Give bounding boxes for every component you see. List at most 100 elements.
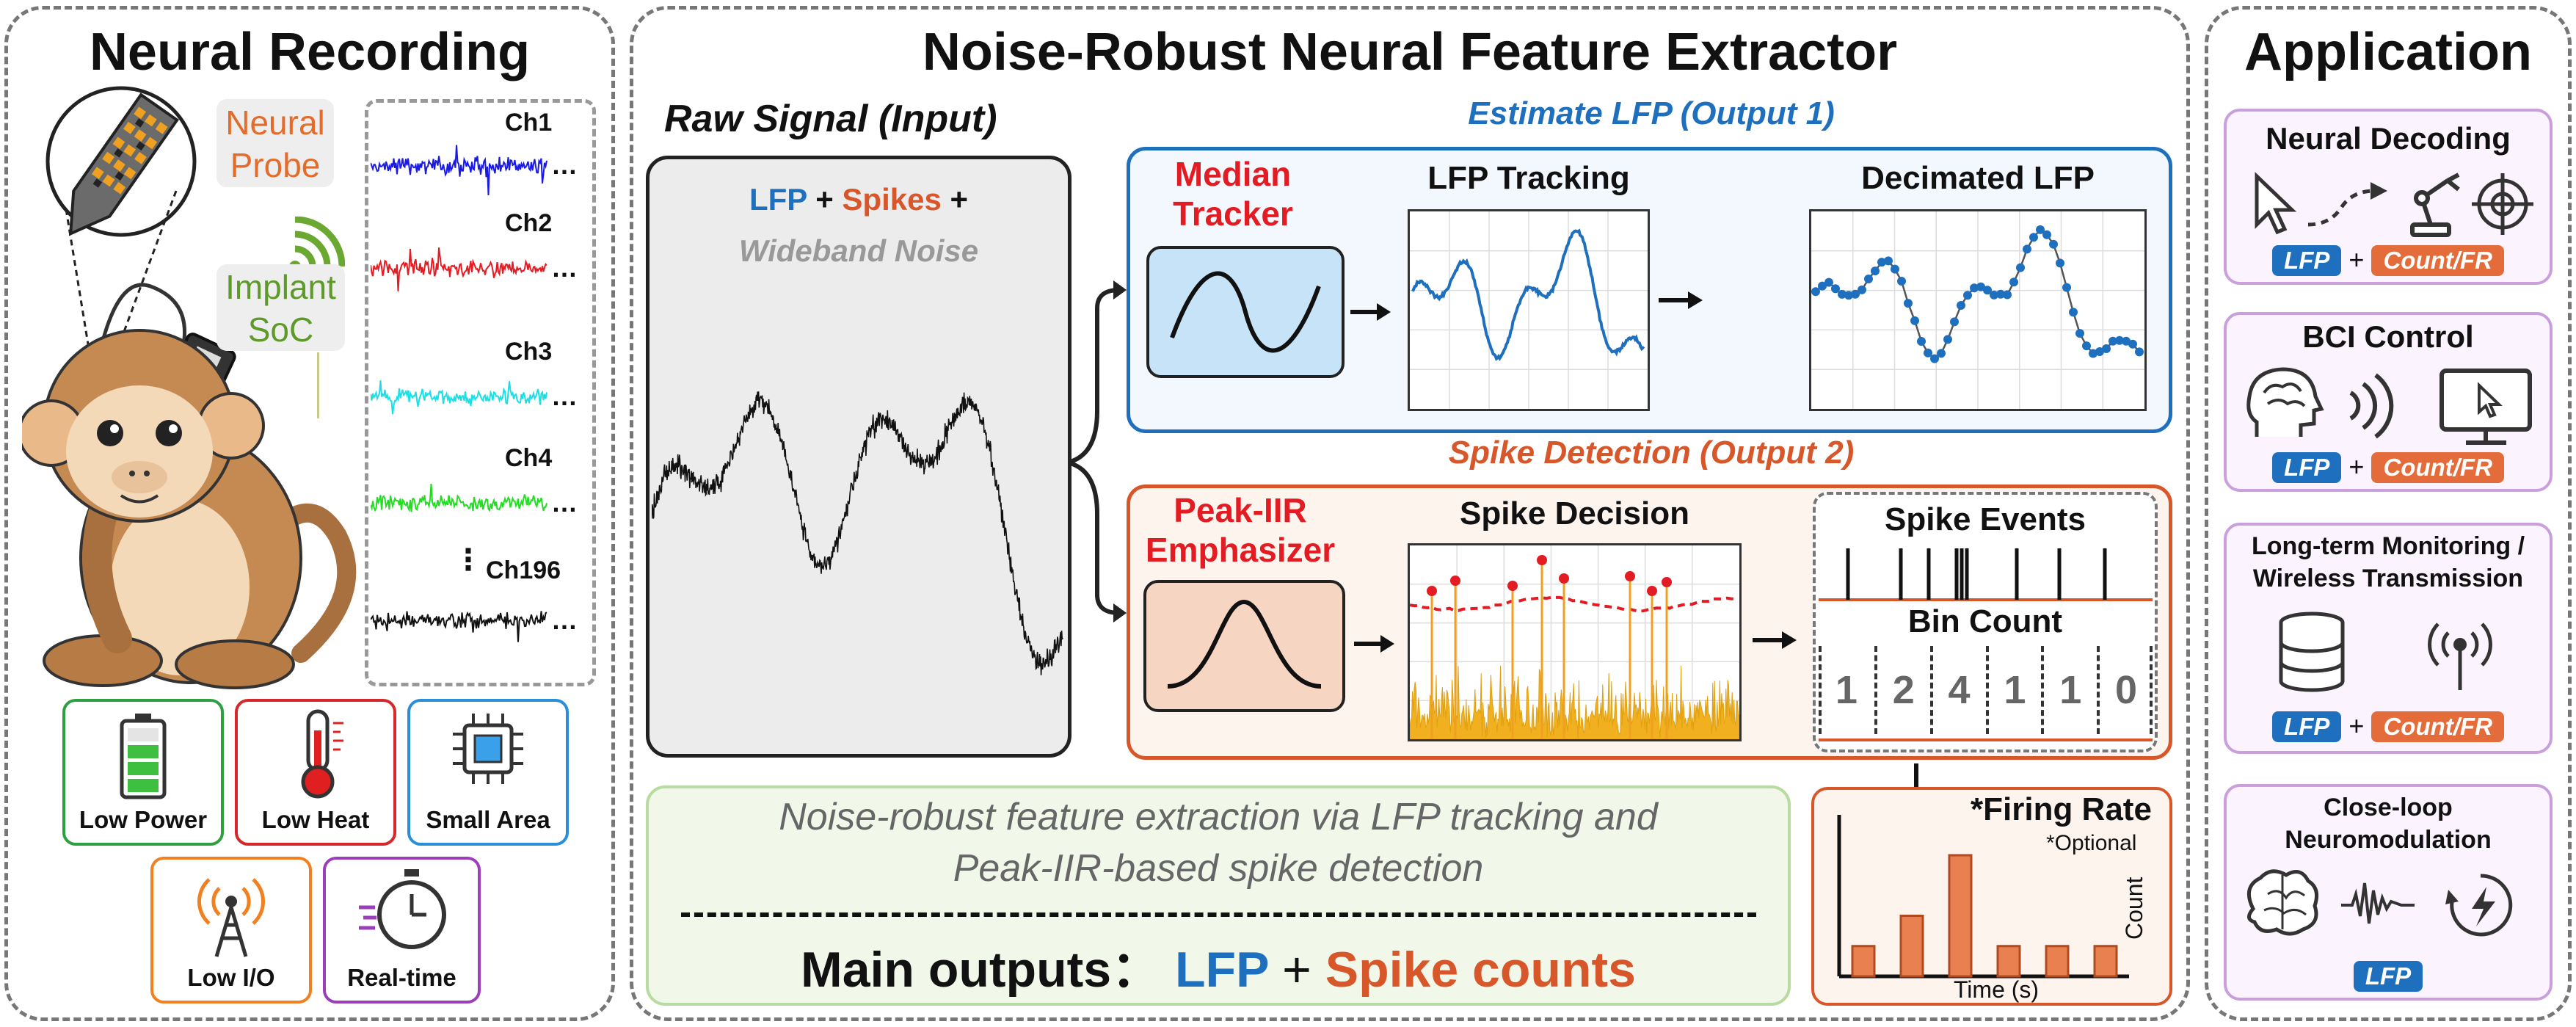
- neural-probe-label: Neural Probe: [225, 104, 325, 184]
- lfp-tag: LFP: [2353, 961, 2423, 992]
- channel-traces: ……………: [371, 145, 578, 642]
- channel-trace: [371, 247, 547, 291]
- low-power-card: [62, 699, 224, 846]
- decimated-point: [1838, 289, 1847, 299]
- raw-signal-trace: [652, 391, 1063, 675]
- low-heat-card: [235, 699, 396, 846]
- spike-output-title: Spike Detection (Output 2): [1448, 435, 1855, 471]
- stopwatch-icon: [359, 869, 446, 949]
- spike-marker: [1662, 577, 1672, 587]
- main-plus: +: [1282, 942, 1311, 998]
- spike-decision-trace: [1410, 545, 1739, 739]
- sine-wave-icon: [1170, 271, 1321, 353]
- spike-energy-fill: [1410, 665, 1739, 739]
- decimated-point: [1990, 290, 1998, 300]
- decimated-point: [2095, 347, 2104, 356]
- low-io-label: Low I/O: [187, 964, 275, 991]
- spike-marker: [1450, 576, 1460, 586]
- raw-signal-title: Raw Signal (Input): [664, 98, 997, 140]
- neural-recording-title: Neural Recording: [89, 23, 531, 81]
- decimated-lfp-title-visible: Decimated LFP: [1861, 160, 2095, 196]
- implant-soc-pointer: [317, 352, 319, 418]
- decimated-point: [1871, 266, 1880, 276]
- monkey-illustration: [22, 86, 357, 689]
- decimated-point: [2009, 277, 2018, 287]
- bin-count-cell: 4: [1929, 646, 1986, 734]
- decimated-point: [1858, 285, 1866, 294]
- raw-noise-text: Wideband Noise: [738, 233, 979, 268]
- main-outputs-line: Main outputs： LFP + Spike counts: [646, 929, 1791, 1001]
- spike-events-raster: [1819, 548, 2153, 601]
- decimated-point: [1891, 264, 1899, 274]
- decimated-point: [1970, 283, 1979, 293]
- lfp-tag: LFP: [2272, 245, 2342, 276]
- decimated-point: [1910, 316, 1919, 325]
- fr-bar: [2045, 945, 2070, 978]
- decimated-point: [2115, 335, 2124, 345]
- cursor-robot-target-icons: [2255, 172, 2533, 237]
- decimated-point: [1996, 289, 2005, 299]
- lfp-tracking-title: LFP Tracking: [1427, 160, 1630, 196]
- app-card-2-tags: LFP + Count/FR: [2224, 451, 2553, 483]
- decimated-point: [1877, 258, 1886, 267]
- fr-bar: [1996, 945, 2021, 978]
- decimated-point: [1897, 277, 1906, 286]
- arrow-decision-to-events: [1753, 631, 1797, 649]
- bin-count-title: Bin Count: [1907, 603, 2063, 639]
- branch-arrows: [1068, 280, 1127, 623]
- decimated-point: [1937, 349, 1946, 358]
- spike-marker: [1647, 586, 1657, 596]
- bin-count-cell: 2: [1874, 646, 1930, 734]
- channel-label-2: Ch2: [505, 209, 553, 237]
- arrow-tracker-to-tracking: [1350, 303, 1391, 321]
- app-card-2-title: BCI Control: [2302, 319, 2474, 354]
- spike-marker: [1625, 571, 1635, 581]
- spike-marker: [1427, 586, 1437, 596]
- raw-signal-components: LFP + Spikes +: [646, 182, 1071, 217]
- decimated-point: [1983, 286, 1992, 295]
- decimated-point: [1884, 256, 1893, 266]
- low-io-card: [150, 857, 312, 1004]
- decimated-point: [2109, 336, 2117, 346]
- small-area-label: Small Area: [426, 806, 550, 833]
- count-fr-tag: Count/FR: [2371, 711, 2504, 742]
- main-spikes-text: Spike counts: [1325, 942, 1636, 998]
- spike-events-box: [1813, 492, 2158, 752]
- lfp-tracking-path: [1411, 228, 1645, 362]
- decimated-point: [1824, 277, 1833, 287]
- antenna-icon: [197, 878, 265, 957]
- decimated-point: [1851, 289, 1860, 299]
- chip-icon: [453, 714, 523, 784]
- decimated-point: [1930, 354, 1939, 363]
- median-tracker-label: Median Tracker: [1173, 155, 1293, 233]
- thermometer-icon: [301, 709, 343, 799]
- app-card-3-tags: LFP + Count/FR: [2224, 711, 2553, 742]
- decimated-point: [1904, 299, 1913, 308]
- spike-marker: [1537, 555, 1547, 565]
- real-time-card: [323, 857, 481, 1004]
- decimated-point: [1924, 348, 1932, 358]
- channel-label-4: Ch4: [505, 444, 553, 472]
- decimated-point: [2029, 233, 2038, 242]
- decimated-point: [2069, 308, 2078, 317]
- app-card-3-title: Long-term Monitoring / Wireless Transmis…: [2251, 532, 2525, 592]
- implant-soc-label-bg: [217, 264, 345, 351]
- decimated-point: [2082, 341, 2091, 351]
- tag-plus: +: [2348, 244, 2365, 275]
- small-area-card: [407, 699, 569, 846]
- channel-traces-box: [365, 99, 596, 686]
- decimated-point: [1957, 301, 1965, 310]
- bin-count-cell: 0: [2097, 646, 2153, 734]
- summary-text: Noise-robust feature extraction via LFP …: [779, 796, 1658, 890]
- firing-rate-note: *Optional: [2046, 831, 2137, 855]
- decimated-point: [2036, 225, 2045, 234]
- main-lfp-text: LFP: [1175, 942, 1269, 998]
- real-time-label: Real-time: [347, 964, 456, 991]
- raw-lfp-text: LFP: [749, 182, 807, 217]
- lfp-tag: LFP: [2272, 452, 2342, 483]
- raw-trace-path: [652, 391, 1063, 675]
- spike-events-title: Spike Events: [1885, 501, 2086, 537]
- summary-box: [646, 785, 1791, 1006]
- fr-bar: [1851, 945, 1876, 978]
